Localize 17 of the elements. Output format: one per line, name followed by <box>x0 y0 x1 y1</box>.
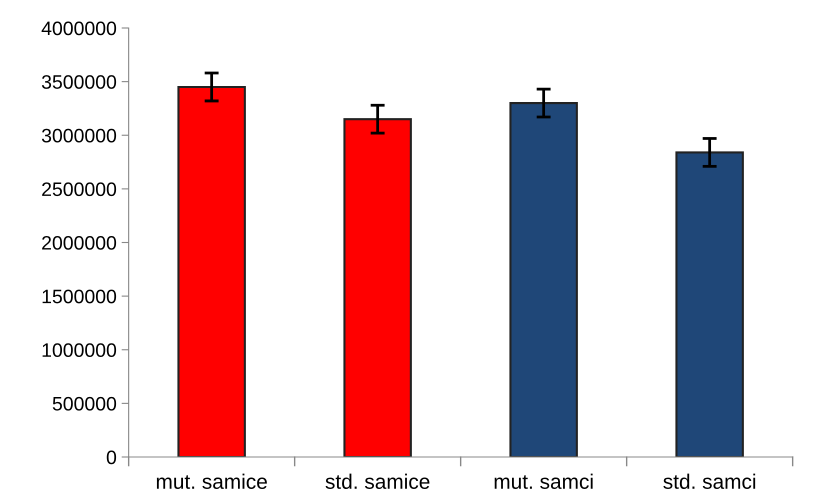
x-tick-label: std. samci <box>663 474 756 489</box>
y-tick-label: 4000000 <box>42 21 116 36</box>
x-tick-label: mut. samice <box>156 474 267 489</box>
bar <box>509 102 578 457</box>
y-tick-label: 0 <box>106 450 116 464</box>
y-tick-label: 3000000 <box>42 128 116 142</box>
y-tick-label: 500000 <box>52 396 116 411</box>
y-tick-label: 1000000 <box>42 343 116 357</box>
bar <box>343 118 412 457</box>
bar <box>675 151 744 457</box>
x-tick-label: mut. samci <box>494 474 593 489</box>
bar <box>177 86 246 457</box>
y-tick-label: 2500000 <box>42 182 116 196</box>
x-tick-label: std. samice <box>326 474 430 489</box>
y-tick-label: 3500000 <box>42 75 116 89</box>
y-tick-label: 2000000 <box>42 236 116 250</box>
y-tick-label: 1500000 <box>42 290 116 304</box>
